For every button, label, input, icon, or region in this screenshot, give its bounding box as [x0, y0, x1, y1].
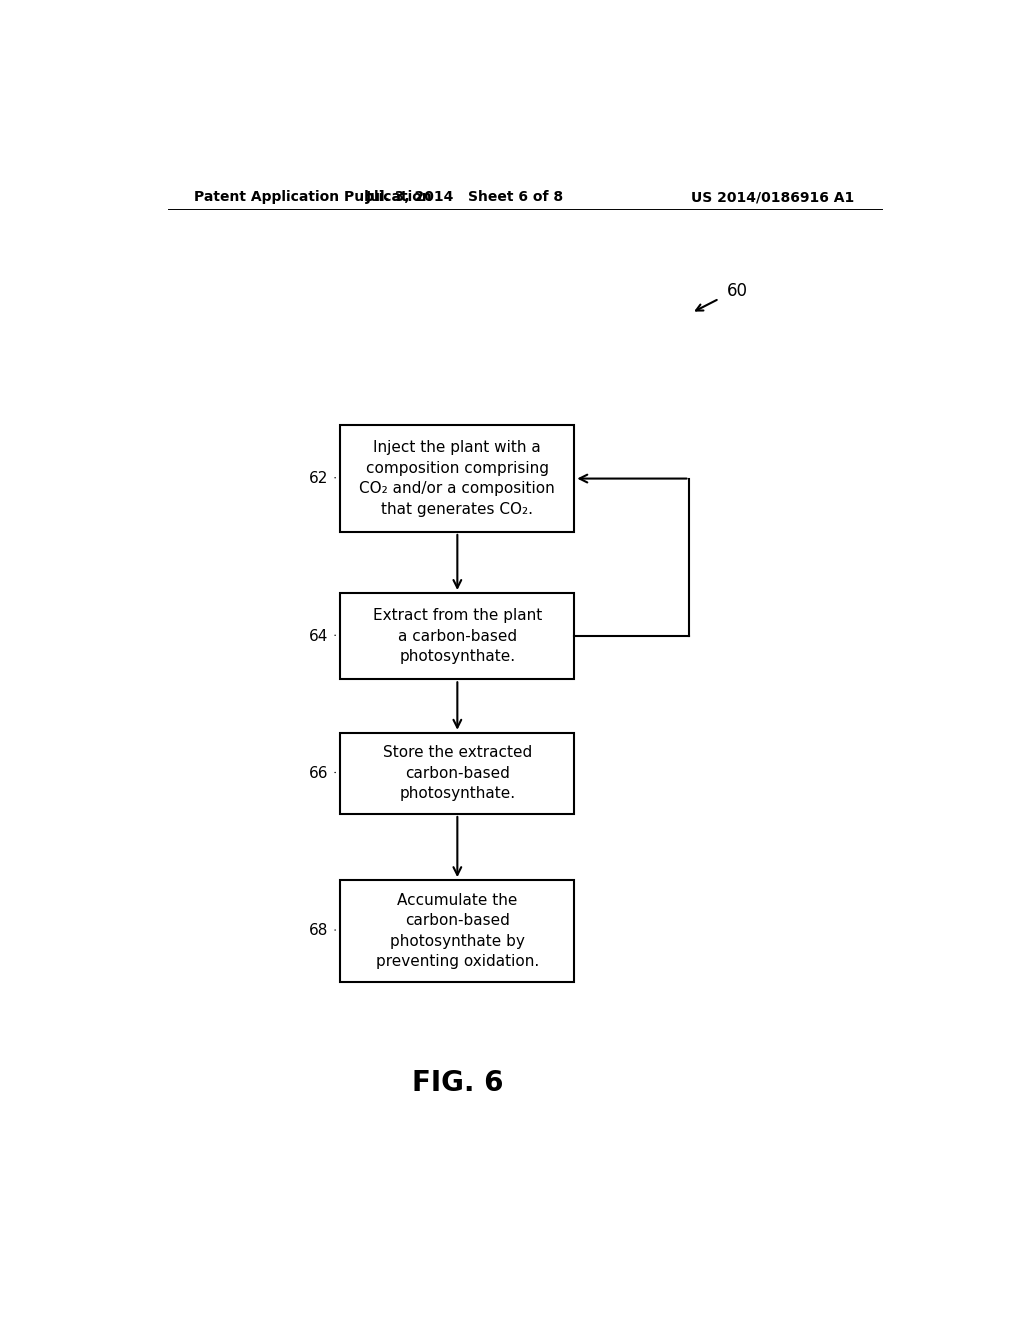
- Text: 66: 66: [309, 766, 329, 781]
- FancyBboxPatch shape: [340, 733, 574, 814]
- Text: 68: 68: [309, 924, 329, 939]
- Text: Store the extracted
carbon-based
photosynthate.: Store the extracted carbon-based photosy…: [383, 746, 532, 801]
- Text: Inject the plant with a
composition comprising
CO₂ and/or a composition
that gen: Inject the plant with a composition comp…: [359, 441, 555, 516]
- Text: US 2014/0186916 A1: US 2014/0186916 A1: [691, 190, 854, 205]
- Text: FIG. 6: FIG. 6: [412, 1069, 503, 1097]
- Text: 60: 60: [727, 281, 749, 300]
- Text: 62: 62: [309, 471, 329, 486]
- Text: Extract from the plant
a carbon-based
photosynthate.: Extract from the plant a carbon-based ph…: [373, 609, 542, 664]
- Text: Patent Application Publication: Patent Application Publication: [194, 190, 432, 205]
- FancyBboxPatch shape: [340, 593, 574, 680]
- Text: Accumulate the
carbon-based
photosynthate by
preventing oxidation.: Accumulate the carbon-based photosynthat…: [376, 892, 539, 969]
- Text: Jul. 3, 2014   Sheet 6 of 8: Jul. 3, 2014 Sheet 6 of 8: [367, 190, 564, 205]
- FancyBboxPatch shape: [340, 425, 574, 532]
- Text: 64: 64: [309, 628, 329, 644]
- FancyBboxPatch shape: [340, 880, 574, 982]
